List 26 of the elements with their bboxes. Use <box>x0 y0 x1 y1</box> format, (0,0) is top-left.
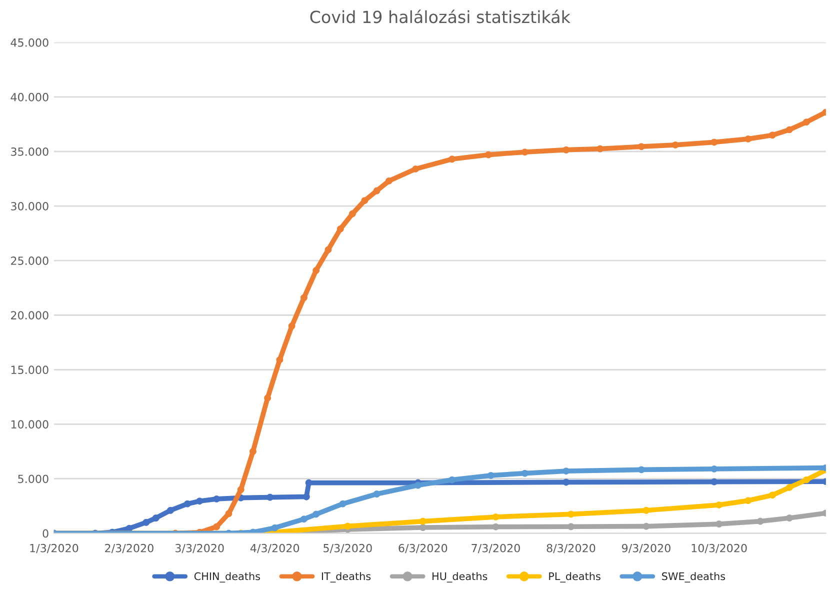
legend-label: SWE_deaths <box>662 572 726 582</box>
legend-label: HU_deaths <box>432 572 488 582</box>
x-tick-label: 2/3/2020 <box>105 544 154 554</box>
y-tick-label: 45.000 <box>10 38 48 47</box>
legend-label: IT_deaths <box>322 572 371 582</box>
x-tick-label: 7/3/2020 <box>472 544 520 554</box>
x-tick-label: 8/3/2020 <box>546 544 596 554</box>
y-tick-label: 30.000 <box>11 202 48 210</box>
y-tick-label: 25.000 <box>11 256 48 265</box>
legend-label: CHIN_deaths <box>194 572 260 582</box>
legend-label: PL_deaths <box>549 572 600 582</box>
x-tick-label: 6/3/2020 <box>398 544 448 554</box>
y-tick-label: 0 <box>42 529 48 538</box>
y-tick-label: 35.000 <box>11 147 48 156</box>
x-tick-label: 4/3/2020 <box>250 544 300 554</box>
chart-title: Covid 19 halálozási statisztikák <box>310 10 570 24</box>
y-tick-label: 15.000 <box>11 366 48 374</box>
y-tick-label: 20.000 <box>11 311 48 320</box>
y-tick-label: 10.000 <box>11 420 48 429</box>
x-tick-label: 9/3/2020 <box>622 544 670 554</box>
x-tick-label: 3/3/2020 <box>175 544 224 554</box>
y-tick-label: 40.000 <box>10 92 48 102</box>
x-tick-label: 5/3/2020 <box>324 544 372 554</box>
y-tick-label: 5.000 <box>18 474 48 484</box>
x-tick-label: 1/3/2020 <box>30 544 78 554</box>
x-tick-label: 10/3/2020 <box>692 544 747 554</box>
